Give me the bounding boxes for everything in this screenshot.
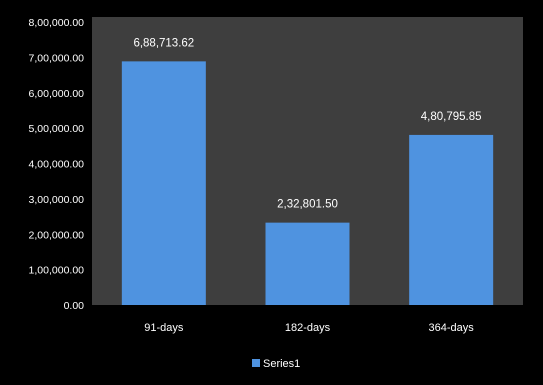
y-tick-label: 2,00,000.00 xyxy=(29,229,85,241)
x-category-label: 182-days xyxy=(285,322,331,334)
bars xyxy=(121,61,494,306)
data-label: 4,80,795.85 xyxy=(421,111,482,123)
legend-label: Series1 xyxy=(263,358,300,370)
y-tick-label: 1,00,000.00 xyxy=(29,265,85,277)
y-axis-ticks: 0.00 1,00,000.00 2,00,000.00 3,00,000.00 4,0… xyxy=(29,17,85,312)
y-tick-label: 4,00,000.00 xyxy=(29,159,85,171)
y-tick-label: 3,00,000.00 xyxy=(29,194,85,206)
legend: Series1 xyxy=(252,358,300,370)
data-label: 2,32,801.50 xyxy=(277,199,338,211)
data-label: 6,88,713.62 xyxy=(133,37,194,49)
y-tick-label: 6,00,000.00 xyxy=(29,88,85,100)
bar-91-days xyxy=(121,61,206,306)
y-tick-label: 0.00 xyxy=(64,300,85,312)
y-tick-label: 5,00,000.00 xyxy=(29,123,85,135)
bar-364-days xyxy=(409,134,494,305)
x-category-label: 364-days xyxy=(429,322,475,334)
x-axis-labels: 91-days 182-days 364-days xyxy=(144,322,474,334)
x-category-label: 91-days xyxy=(144,322,184,334)
legend-swatch xyxy=(252,359,260,367)
y-tick-label: 7,00,000.00 xyxy=(29,52,85,64)
data-labels: 6,88,713.62 2,32,801.50 4,80,795.85 xyxy=(133,37,481,210)
y-tick-label: 8,00,000.00 xyxy=(29,17,85,29)
bar-182-days xyxy=(265,222,350,305)
